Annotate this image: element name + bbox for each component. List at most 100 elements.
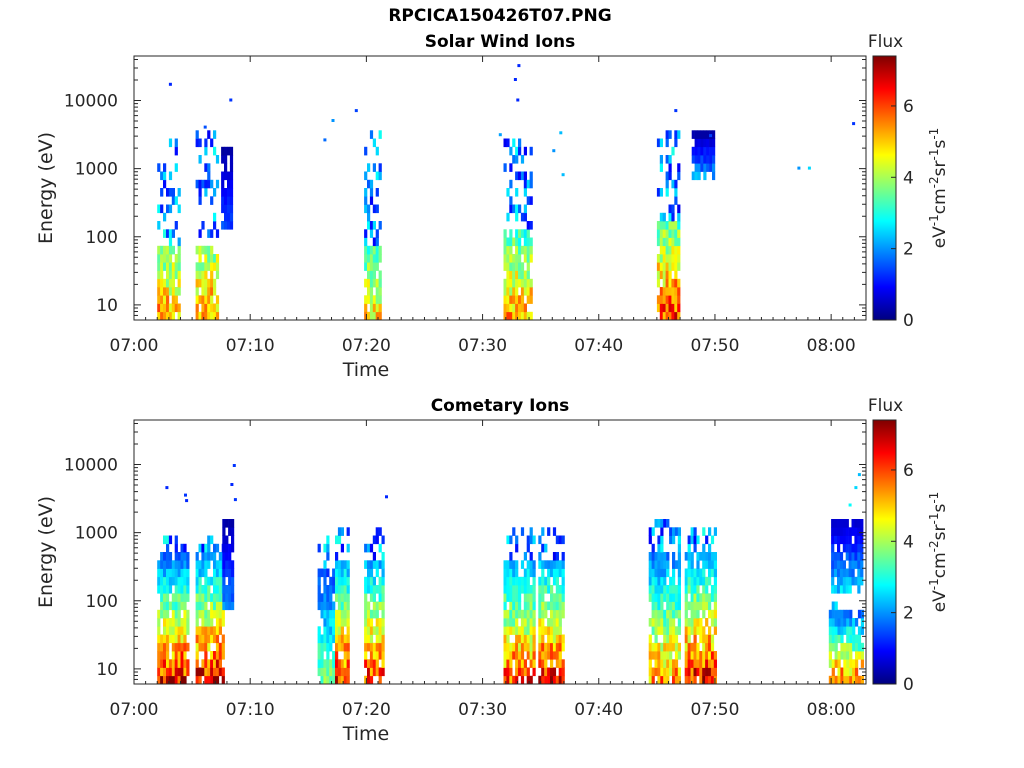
heatmap-cell [375,535,379,545]
heatmap-cell [687,552,691,561]
heatmap-cell [195,278,199,288]
heatmap-cell [503,675,507,684]
heatmap-cell [207,295,211,304]
heatmap-cell [705,552,709,561]
heatmap-cell [503,601,507,611]
heatmap-cell [845,552,849,561]
heatmap-cell [171,601,175,611]
heatmap-cell [343,593,347,602]
heatmap-cell [654,519,658,528]
heatmap-cell [163,287,167,296]
heatmap-cell [174,568,178,578]
heatmap-cell [509,278,513,288]
heatmap-cell [674,667,679,677]
heatmap-cell [694,171,698,181]
heatmap-cell [198,568,202,578]
heatmap-cell [198,179,202,189]
heatmap-cell [183,634,187,644]
heatmap-cell [677,585,681,594]
heatmap-cell [665,221,669,230]
colorbar-tick-label: 0 [903,675,914,695]
heatmap-cell [317,634,321,644]
heatmap-cell [561,667,565,677]
heatmap-cell [180,576,184,586]
heatmap-cell [367,179,371,189]
heatmap-cell [512,237,516,247]
heatmap-cell [229,221,234,230]
heatmap-cell [547,576,551,586]
heatmap-cell [160,295,164,304]
heatmap-cell [210,675,214,684]
heatmap-cell [174,287,178,296]
heatmap-cell [233,498,237,502]
heatmap-cell [518,311,522,320]
heatmap-cell [710,568,715,578]
heatmap-cell [163,245,167,255]
heatmap-cell [171,245,175,255]
heatmap-cell [163,651,167,660]
y-tick-label: 1000 [75,524,118,544]
heatmap-cell [840,618,844,627]
heatmap-cell [515,601,519,611]
heatmap-cell [343,568,347,578]
heatmap-cell [204,163,208,172]
heatmap-cell [512,609,516,619]
heatmap-cell [552,149,556,153]
heatmap-cell [677,675,681,684]
heatmap-cell [648,675,652,684]
heatmap-cell [541,585,545,594]
heatmap-cell [671,295,675,304]
heatmap-cell [834,560,838,569]
heatmap-cell [163,585,167,594]
heatmap-cell [157,618,161,627]
heatmap-cell [699,593,703,602]
heatmap-cell [337,618,342,627]
heatmap-cell [326,585,330,594]
heatmap-cell [668,130,672,139]
heatmap-cell [375,237,379,247]
heatmap-cell [369,675,374,684]
heatmap-cell [378,254,382,263]
burst-6 [503,527,536,684]
heatmap-cell [541,609,545,619]
heatmap-cell [687,543,691,553]
heatmap-cell [684,593,688,602]
heatmap-cell [512,576,516,586]
heatmap-cell [323,543,327,553]
heatmap-cell [213,212,217,222]
heatmap-cell [378,585,382,594]
heatmap-cell [526,609,530,619]
heatmap-cell [837,626,841,635]
heatmap-cell [364,196,368,205]
heatmap-cell [177,278,181,288]
heatmap-cell [378,601,382,611]
heatmap-cell [378,163,382,172]
heatmap-cell [541,576,545,586]
heatmap-cell [509,163,513,172]
heatmap-cell [840,626,844,635]
heatmap-cell [506,560,510,569]
heatmap-cell [168,82,172,86]
heatmap-cell [509,196,513,205]
heatmap-cell [660,519,664,528]
heatmap-cell [506,618,510,627]
heatmap-cell [831,667,835,677]
heatmap-cell [369,667,374,677]
heatmap-cell [529,659,533,668]
heatmap-cell [674,229,678,238]
heatmap-cell [708,634,712,644]
heatmap-cell [837,543,841,553]
heatmap-cell [326,659,330,668]
heatmap-cell [180,552,184,561]
heatmap-cell [332,626,336,635]
heatmap-cell [515,609,519,619]
heatmap-cell [852,626,856,635]
heatmap-cell [369,295,374,304]
heatmap-cell [648,576,652,586]
heatmap-cell [665,188,669,197]
heatmap-cell [227,196,231,205]
heatmap-cell [668,163,672,172]
heatmap-cell [852,659,856,668]
heatmap-cell [532,667,536,677]
heatmap-cell [550,667,554,677]
